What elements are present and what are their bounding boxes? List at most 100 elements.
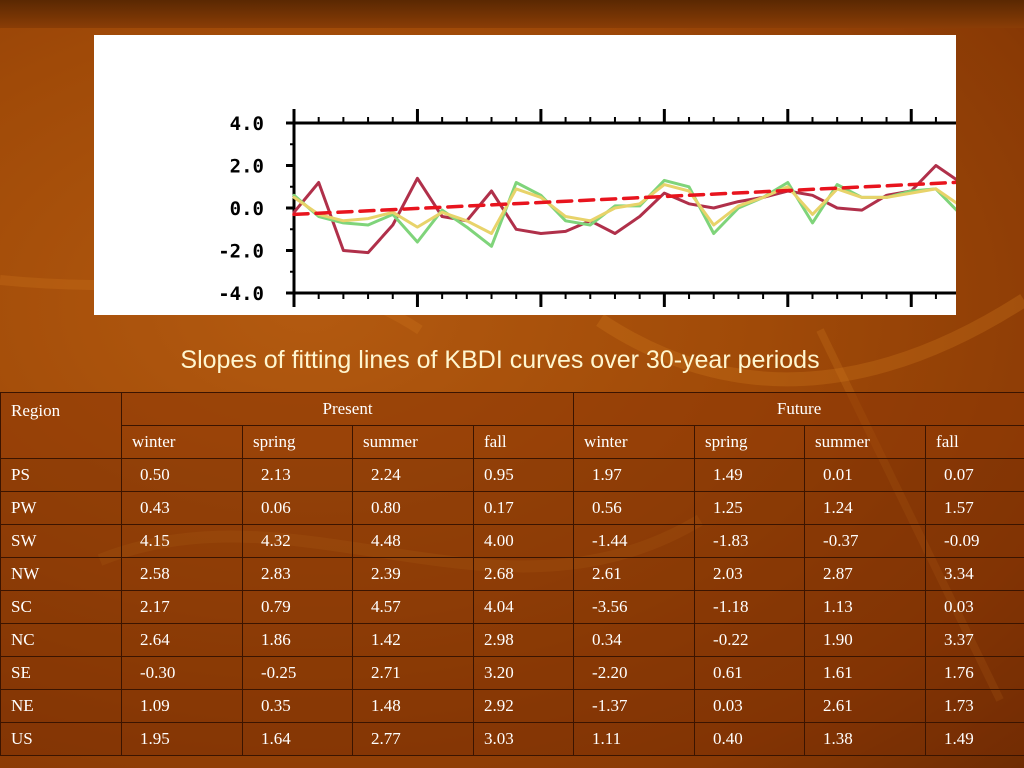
value-cell: 2.24 xyxy=(352,458,474,492)
value-cell: 1.95 xyxy=(121,722,243,756)
value-cell: 0.79 xyxy=(242,590,353,624)
y-tick-label: 4.0 xyxy=(230,113,264,135)
value-cell: -0.09 xyxy=(925,524,1024,558)
region-cell: SW xyxy=(0,524,122,558)
season-header: spring xyxy=(694,425,806,459)
value-cell: 1.42 xyxy=(352,623,474,657)
value-cell: 2.13 xyxy=(242,458,353,492)
value-cell: 2.98 xyxy=(472,623,575,657)
value-cell: 1.86 xyxy=(242,623,353,657)
value-cell: 3.03 xyxy=(472,722,575,756)
region-cell: PS xyxy=(0,458,122,492)
value-cell: 0.17 xyxy=(472,491,575,525)
value-cell: 2.58 xyxy=(121,557,243,591)
value-cell: -1.18 xyxy=(694,590,806,624)
table-row: PW 0.43 0.06 0.80 0.17 0.56 1.25 1.24 1.57 xyxy=(0,491,1024,525)
value-cell: -1.83 xyxy=(694,524,806,558)
region-cell: SC xyxy=(0,590,122,624)
trend-line xyxy=(292,180,956,217)
value-cell: 3.20 xyxy=(472,656,575,690)
season-header: winter xyxy=(573,425,696,459)
season-header-row: winter spring summer fall winter spring … xyxy=(0,425,1024,459)
region-cell: NW xyxy=(0,557,122,591)
table-row: SW 4.15 4.32 4.48 4.00 -1.44 -1.83 -0.37 -0.09 xyxy=(0,524,1024,558)
value-cell: 0.06 xyxy=(242,491,353,525)
value-cell: 2.17 xyxy=(121,590,243,624)
kbdi-chart: 4.02.00.0-2.0-4.00510152025US xyxy=(94,35,956,315)
value-cell: 1.76 xyxy=(925,656,1024,690)
y-tick-label: 0.0 xyxy=(230,198,264,220)
present-header: Present xyxy=(120,392,575,426)
value-cell: 1.73 xyxy=(925,689,1024,723)
value-cell: 1.09 xyxy=(121,689,243,723)
table-row: PS 0.50 2.13 2.24 0.95 1.97 1.49 0.01 0.07 xyxy=(0,458,1024,492)
value-cell: 2.64 xyxy=(121,623,243,657)
value-cell: -0.22 xyxy=(694,623,806,657)
season-header: fall xyxy=(472,425,575,459)
value-cell: 2.71 xyxy=(352,656,474,690)
value-cell: 0.40 xyxy=(694,722,806,756)
value-cell: 1.25 xyxy=(694,491,806,525)
season-header: fall xyxy=(925,425,1024,459)
season-header: summer xyxy=(804,425,927,459)
region-cell: NE xyxy=(0,689,122,723)
y-tick-label: -2.0 xyxy=(218,241,264,263)
value-cell: 1.13 xyxy=(804,590,927,624)
value-cell: -2.20 xyxy=(573,656,696,690)
value-cell: 1.24 xyxy=(804,491,927,525)
value-cell: -1.37 xyxy=(573,689,696,723)
value-cell: 1.97 xyxy=(573,458,696,492)
value-cell: 1.49 xyxy=(925,722,1024,756)
season-header: winter xyxy=(121,425,243,459)
value-cell: 2.87 xyxy=(804,557,927,591)
value-cell: 0.95 xyxy=(472,458,575,492)
value-cell: 0.03 xyxy=(925,590,1024,624)
table-row: NE 1.09 0.35 1.48 2.92 -1.37 0.03 2.61 1.73 xyxy=(0,689,1024,723)
value-cell: 4.04 xyxy=(472,590,575,624)
value-cell: 0.56 xyxy=(573,491,696,525)
value-cell: 0.34 xyxy=(573,623,696,657)
future-header: Future xyxy=(573,392,1024,426)
table-row: SE -0.30 -0.25 2.71 3.20 -2.20 0.61 1.61 1.76 xyxy=(0,656,1024,690)
value-cell: 1.64 xyxy=(242,722,353,756)
value-cell: 0.80 xyxy=(352,491,474,525)
value-cell: -0.30 xyxy=(121,656,243,690)
value-cell: 0.43 xyxy=(121,491,243,525)
table-row: NC 2.64 1.86 1.42 2.98 0.34 -0.22 1.90 3.37 xyxy=(0,623,1024,657)
slopes-table: Region Present Future winter spring summ… xyxy=(0,392,1024,756)
value-cell: 0.61 xyxy=(694,656,806,690)
season-header: summer xyxy=(352,425,474,459)
value-cell: 2.83 xyxy=(242,557,353,591)
value-cell: 1.90 xyxy=(804,623,927,657)
value-cell: 4.57 xyxy=(352,590,474,624)
value-cell: 2.61 xyxy=(573,557,696,591)
region-cell: NC xyxy=(0,623,122,657)
value-cell: 0.07 xyxy=(925,458,1024,492)
value-cell: 4.32 xyxy=(242,524,353,558)
table-row: NW 2.58 2.83 2.39 2.68 2.61 2.03 2.87 3.34 xyxy=(0,557,1024,591)
series-line xyxy=(292,164,956,255)
chart-svg: 4.02.00.0-2.0-4.00510152025US xyxy=(218,109,956,307)
series-line xyxy=(292,183,956,235)
y-tick-label: -4.0 xyxy=(218,283,264,305)
value-cell: 1.61 xyxy=(804,656,927,690)
value-cell: 1.49 xyxy=(694,458,806,492)
value-cell: 2.77 xyxy=(352,722,474,756)
value-cell: -0.25 xyxy=(242,656,353,690)
value-cell: -0.37 xyxy=(804,524,927,558)
value-cell: 0.01 xyxy=(804,458,927,492)
value-cell: 2.92 xyxy=(472,689,575,723)
value-cell: 0.50 xyxy=(121,458,243,492)
value-cell: 2.61 xyxy=(804,689,927,723)
value-cell: 0.35 xyxy=(242,689,353,723)
region-cell: US xyxy=(0,722,122,756)
value-cell: 4.48 xyxy=(352,524,474,558)
table-header-row: Region Present Future xyxy=(0,392,1024,459)
table-body: PS 0.50 2.13 2.24 0.95 1.97 1.49 0.01 0.07 PW 0.43… xyxy=(0,458,1024,756)
value-cell: 2.39 xyxy=(352,557,474,591)
region-header: Region xyxy=(0,392,122,459)
value-cell: -1.44 xyxy=(573,524,696,558)
value-cell: 2.68 xyxy=(472,557,575,591)
chart-subtitle: Slopes of fitting lines of KBDI curves o… xyxy=(180,346,820,374)
region-cell: SE xyxy=(0,656,122,690)
